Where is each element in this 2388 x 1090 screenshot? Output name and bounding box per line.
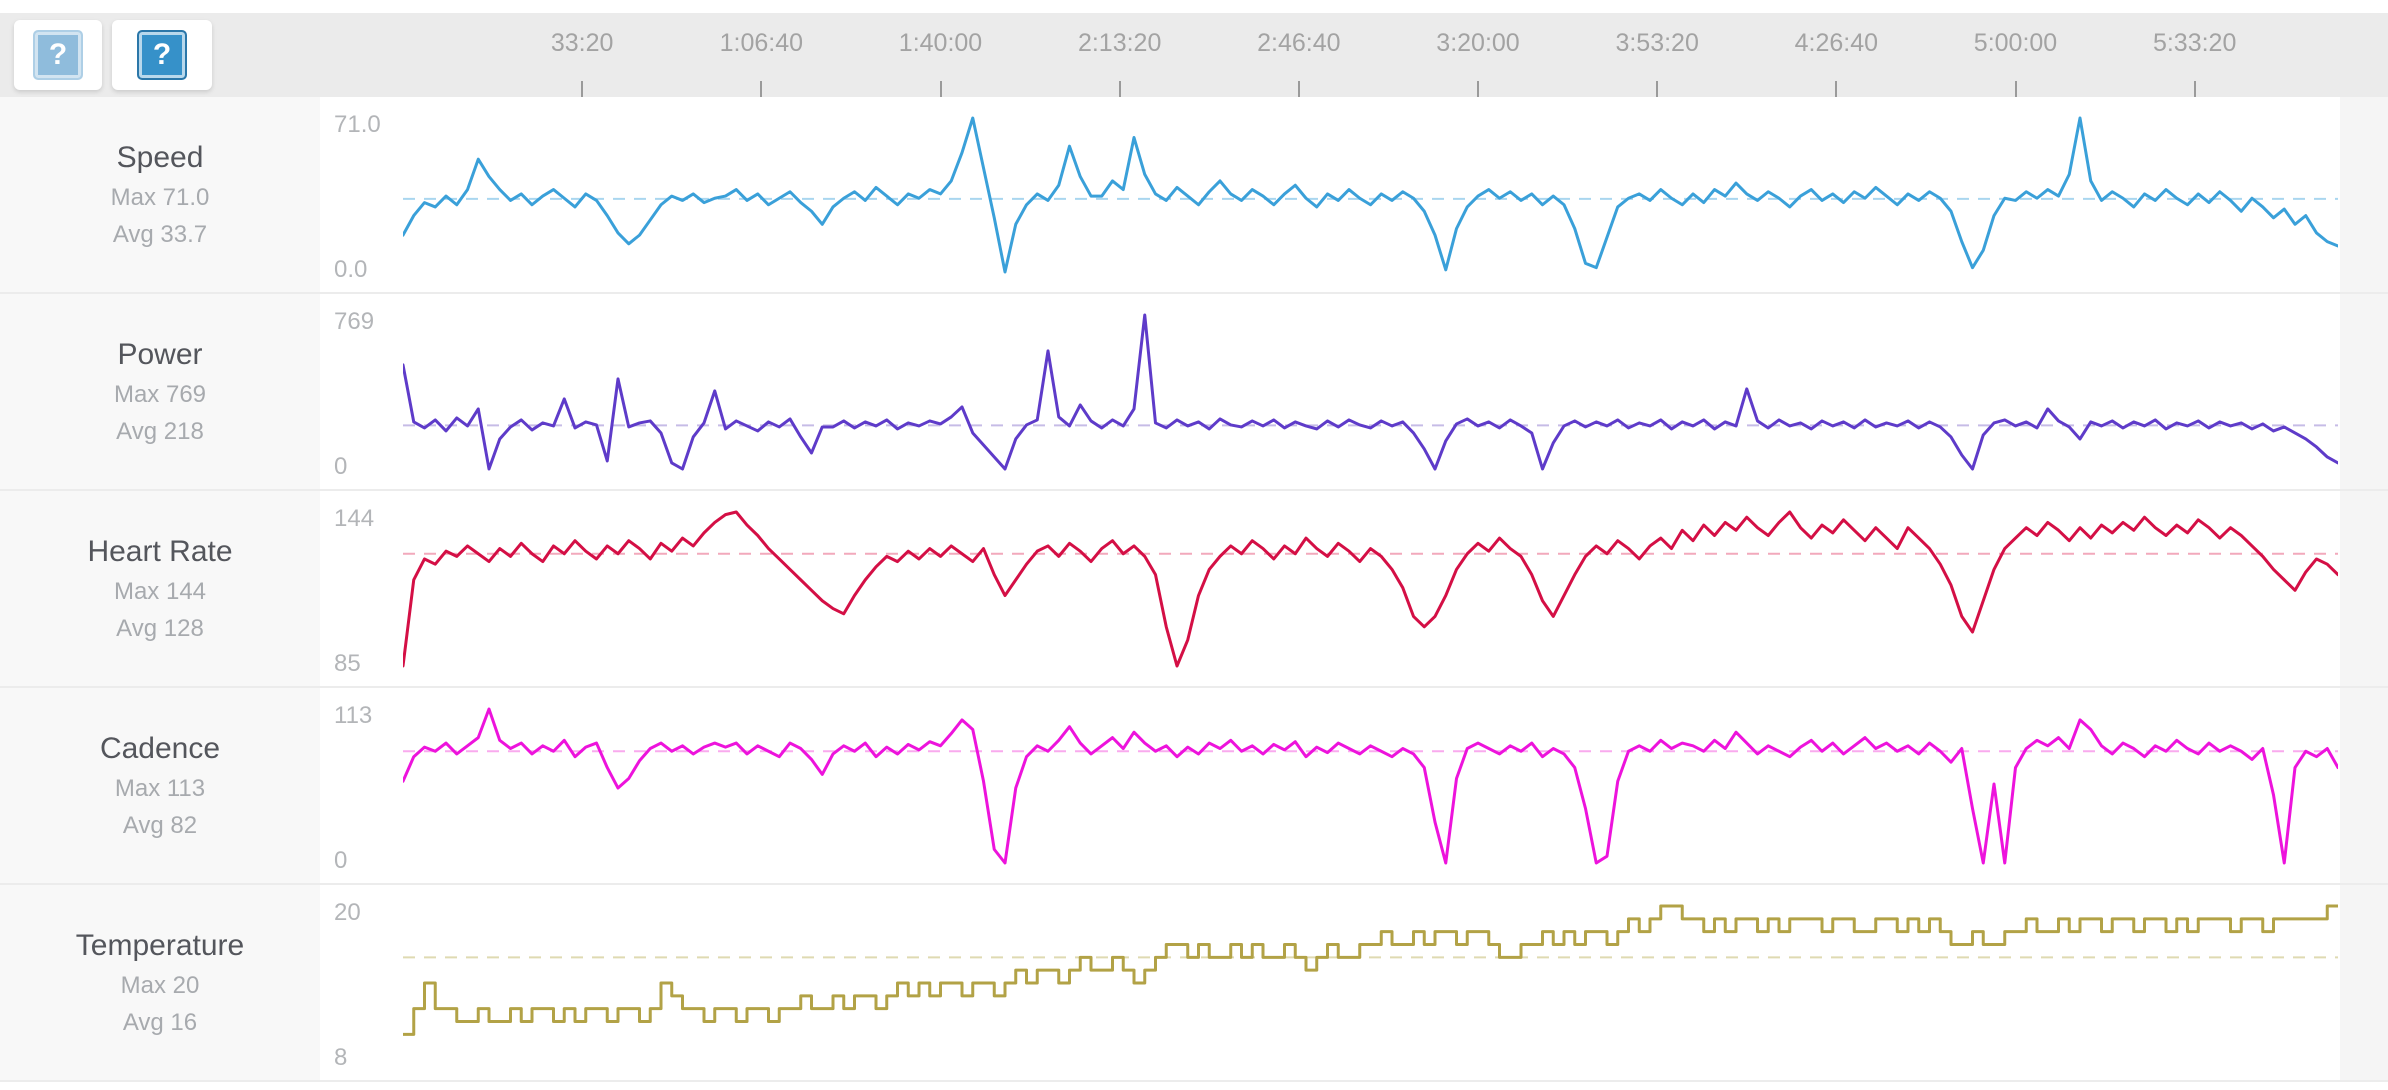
metric-row-power: Power Max 769 Avg 218 769 0 [0, 294, 2388, 491]
metric-max-value: Max 769 [113, 380, 207, 408]
time-tick-label: 4:26:40 [1794, 29, 1879, 57]
page-top-strip [0, 0, 2388, 13]
chart-rows: Speed Max 71.0 Avg 33.7 71.0 0.0 Power M… [0, 97, 2388, 1082]
right-gutter [2340, 885, 2388, 1080]
page-bottom-strip [0, 1082, 2388, 1090]
series-line [403, 707, 2338, 865]
metric-title: Heart Rate [87, 534, 233, 568]
cadence-line-chart[interactable] [403, 706, 2338, 866]
temperature-chart[interactable]: 20 8 [320, 885, 2340, 1080]
heart-rate-chart[interactable]: 144 85 [320, 491, 2340, 686]
cadence-chart[interactable]: 113 0 [320, 688, 2340, 883]
metric-row-speed: Speed Max 71.0 Avg 33.7 71.0 0.0 [0, 97, 2388, 294]
time-tick-label: 3:53:20 [1615, 29, 1699, 57]
time-tick-mark [1118, 81, 1121, 97]
time-tick-label: 5:33:20 [2152, 29, 2237, 57]
time-tick-mark [1835, 81, 1838, 97]
power-line-chart[interactable] [403, 312, 2338, 472]
metric-row-temperature: Temperature Max 20 Avg 16 20 8 [0, 885, 2388, 1082]
metric-avg-value: Avg 128 [116, 614, 204, 642]
metric-title: Temperature [75, 928, 245, 962]
y-axis-min-label: 0 [334, 453, 348, 480]
y-axis-max-label: 144 [334, 505, 375, 532]
right-gutter [2340, 97, 2388, 292]
y-axis-min-label: 0 [334, 847, 348, 874]
time-tick-label: 2:13:20 [1077, 29, 1162, 57]
metric-max-value: Max 113 [114, 774, 206, 802]
series-line [403, 510, 2338, 668]
power-chart[interactable]: 769 0 [320, 294, 2340, 489]
metric-row-heart-rate: Heart Rate Max 144 Avg 128 144 85 [0, 491, 2388, 688]
time-tick-mark [581, 81, 584, 97]
right-gutter [2340, 294, 2388, 489]
time-tick-mark [2014, 81, 2017, 97]
time-tick-label: 1:40:00 [898, 29, 983, 57]
time-tick-mark [1477, 81, 1479, 97]
metric-row-cadence: Cadence Max 113 Avg 82 113 0 [0, 688, 2388, 885]
metric-avg-value: Avg 218 [116, 417, 204, 445]
metric-avg-value: Avg 82 [122, 811, 198, 839]
series-line [403, 116, 2338, 274]
time-tick-label: 1:06:40 [719, 29, 804, 57]
time-tick-label: 33:20 [550, 29, 614, 57]
y-axis-max-label: 71.0 [334, 111, 381, 138]
temperature-legend: Temperature Max 20 Avg 16 [0, 885, 320, 1080]
metric-avg-value: Avg 33.7 [112, 220, 208, 248]
question-mark-icon: ? [137, 30, 187, 80]
cadence-legend: Cadence Max 113 Avg 82 [0, 688, 320, 883]
time-tick-mark [939, 81, 942, 97]
speed-line-chart[interactable] [403, 115, 2338, 275]
help-toggle-button-inactive[interactable]: ? [14, 20, 102, 90]
time-tick-mark [1297, 81, 1300, 97]
speed-legend: Speed Max 71.0 Avg 33.7 [0, 97, 320, 292]
time-tick-mark [2193, 81, 2196, 97]
metric-max-value: Max 71.0 [110, 183, 210, 211]
series-line [403, 904, 2338, 1036]
help-toggle-button-active[interactable]: ? [112, 20, 212, 90]
metric-max-value: Max 144 [113, 577, 207, 605]
chart-header: ? ? 33:20 1:06:40 1:40:00 2:13:20 2:46:40 3:2… [0, 13, 2388, 97]
time-tick-label: 2:46:40 [1257, 29, 1341, 57]
y-axis-max-label: 769 [334, 308, 375, 335]
right-gutter [2340, 491, 2388, 686]
y-axis-max-label: 20 [334, 899, 361, 926]
right-gutter [2340, 688, 2388, 883]
metric-title: Power [117, 337, 203, 371]
heart-rate-legend: Heart Rate Max 144 Avg 128 [0, 491, 320, 686]
heart-rate-line-chart[interactable] [403, 509, 2338, 669]
time-tick-label: 5:00:00 [1973, 29, 2058, 57]
metric-title: Speed [116, 140, 204, 174]
y-axis-min-label: 8 [334, 1044, 348, 1071]
series-line [403, 313, 2338, 471]
y-axis-max-label: 113 [334, 702, 373, 729]
time-tick-mark [1656, 81, 1659, 97]
metric-avg-value: Avg 16 [122, 1008, 198, 1036]
y-axis-min-label: 85 [334, 650, 361, 677]
metric-title: Cadence [99, 731, 221, 765]
question-mark-icon: ? [33, 30, 83, 80]
power-legend: Power Max 769 Avg 218 [0, 294, 320, 489]
metric-max-value: Max 20 [120, 971, 200, 999]
time-tick-mark [760, 81, 763, 97]
y-axis-min-label: 0.0 [334, 256, 368, 283]
temperature-line-chart[interactable] [403, 903, 2338, 1063]
speed-chart[interactable]: 71.0 0.0 [320, 97, 2340, 292]
time-tick-label: 3:20:00 [1436, 29, 1520, 57]
